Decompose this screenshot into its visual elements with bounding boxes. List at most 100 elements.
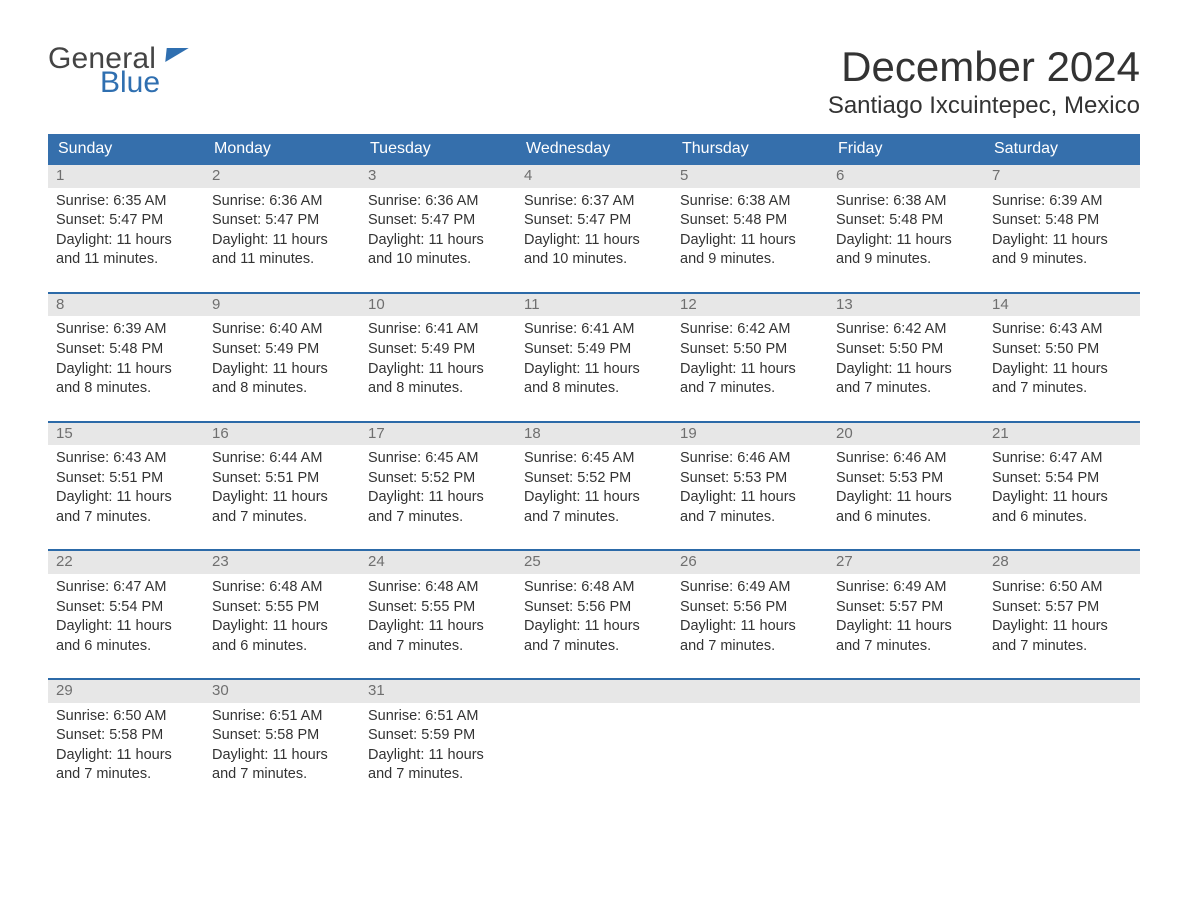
sunset-line: Sunset: 5:58 PM [212, 726, 352, 746]
day-number: 12 [672, 294, 828, 317]
daylight-line: Daylight: 11 hours and 6 minutes. [836, 488, 976, 527]
day-number: 21 [984, 423, 1140, 446]
day-number: 15 [48, 423, 204, 446]
day-number: 9 [204, 294, 360, 317]
daylight-line: Daylight: 11 hours and 8 minutes. [56, 360, 196, 399]
daylight-line: Daylight: 11 hours and 11 minutes. [56, 231, 196, 270]
header: General Blue December 2024 Santiago Ixcu… [48, 44, 1140, 120]
sunset-line: Sunset: 5:53 PM [680, 469, 820, 489]
sunset-line: Sunset: 5:55 PM [212, 598, 352, 618]
daylight-line: Daylight: 11 hours and 7 minutes. [56, 488, 196, 527]
weekday-header: Wednesday [516, 134, 672, 165]
day-number: 31 [360, 680, 516, 703]
sunrise-line: Sunrise: 6:45 AM [368, 449, 508, 469]
daylight-line: Daylight: 11 hours and 7 minutes. [212, 488, 352, 527]
daylight-line: Daylight: 11 hours and 7 minutes. [524, 488, 664, 527]
weekday-header: Thursday [672, 134, 828, 165]
weekday-header: Friday [828, 134, 984, 165]
sunset-line: Sunset: 5:56 PM [524, 598, 664, 618]
day-details: Sunrise: 6:42 AMSunset: 5:50 PMDaylight:… [672, 316, 828, 398]
sunset-line: Sunset: 5:49 PM [368, 340, 508, 360]
daylight-line: Daylight: 11 hours and 6 minutes. [992, 488, 1132, 527]
sunset-line: Sunset: 5:55 PM [368, 598, 508, 618]
day-details: Sunrise: 6:41 AMSunset: 5:49 PMDaylight:… [516, 316, 672, 398]
day-number: 29 [48, 680, 204, 703]
day-details: Sunrise: 6:45 AMSunset: 5:52 PMDaylight:… [360, 445, 516, 527]
sunset-line: Sunset: 5:49 PM [212, 340, 352, 360]
calendar-day-cell: 4Sunrise: 6:37 AMSunset: 5:47 PMDaylight… [516, 165, 672, 293]
sunrise-line: Sunrise: 6:51 AM [368, 707, 508, 727]
sunset-line: Sunset: 5:54 PM [992, 469, 1132, 489]
calendar-day-cell: 14Sunrise: 6:43 AMSunset: 5:50 PMDayligh… [984, 293, 1140, 422]
sunrise-line: Sunrise: 6:43 AM [992, 320, 1132, 340]
sunrise-line: Sunrise: 6:40 AM [212, 320, 352, 340]
day-details: Sunrise: 6:38 AMSunset: 5:48 PMDaylight:… [828, 188, 984, 270]
day-details: Sunrise: 6:36 AMSunset: 5:47 PMDaylight:… [360, 188, 516, 270]
day-details: Sunrise: 6:35 AMSunset: 5:47 PMDaylight:… [48, 188, 204, 270]
calendar-day-cell: 3Sunrise: 6:36 AMSunset: 5:47 PMDaylight… [360, 165, 516, 293]
sunrise-line: Sunrise: 6:44 AM [212, 449, 352, 469]
day-number: 26 [672, 551, 828, 574]
calendar-day-cell: 7Sunrise: 6:39 AMSunset: 5:48 PMDaylight… [984, 165, 1140, 293]
sunrise-line: Sunrise: 6:46 AM [836, 449, 976, 469]
calendar-day-cell: 30Sunrise: 6:51 AMSunset: 5:58 PMDayligh… [204, 679, 360, 807]
day-number: 17 [360, 423, 516, 446]
day-number: 6 [828, 165, 984, 188]
sunset-line: Sunset: 5:49 PM [524, 340, 664, 360]
sunrise-line: Sunrise: 6:38 AM [680, 192, 820, 212]
calendar-day-cell: 16Sunrise: 6:44 AMSunset: 5:51 PMDayligh… [204, 422, 360, 551]
calendar-body: 1Sunrise: 6:35 AMSunset: 5:47 PMDaylight… [48, 165, 1140, 807]
sunset-line: Sunset: 5:47 PM [56, 211, 196, 231]
day-number: 23 [204, 551, 360, 574]
sunrise-line: Sunrise: 6:49 AM [680, 578, 820, 598]
calendar-day-cell [828, 679, 984, 807]
day-number: 8 [48, 294, 204, 317]
day-details: Sunrise: 6:48 AMSunset: 5:55 PMDaylight:… [360, 574, 516, 656]
calendar-day-cell: 8 Sunrise: 6:39 AMSunset: 5:48 PMDaylight… [48, 293, 204, 422]
day-details: Sunrise: 6:51 AMSunset: 5:59 PMDaylight:… [360, 703, 516, 785]
day-number: 16 [204, 423, 360, 446]
day-number: 28 [984, 551, 1140, 574]
calendar-week: 22Sunrise: 6:47 AMSunset: 5:54 PMDayligh… [48, 550, 1140, 679]
calendar-day-cell: 23Sunrise: 6:48 AMSunset: 5:55 PMDayligh… [204, 550, 360, 679]
day-number: 14 [984, 294, 1140, 317]
brand-logo: General Blue [48, 44, 188, 98]
day-number: 3 [360, 165, 516, 188]
calendar-day-cell: 17Sunrise: 6:45 AMSunset: 5:52 PMDayligh… [360, 422, 516, 551]
daylight-line: Daylight: 11 hours and 7 minutes. [368, 746, 508, 785]
calendar-day-cell: 27Sunrise: 6:49 AMSunset: 5:57 PMDayligh… [828, 550, 984, 679]
calendar-table: SundayMondayTuesdayWednesdayThursdayFrid… [48, 134, 1140, 807]
sunrise-line: Sunrise: 6:49 AM [836, 578, 976, 598]
day-number: 27 [828, 551, 984, 574]
sunrise-line: Sunrise: 6:39 AM [56, 320, 196, 340]
calendar-day-cell [672, 679, 828, 807]
sunset-line: Sunset: 5:59 PM [368, 726, 508, 746]
daylight-line: Daylight: 11 hours and 11 minutes. [212, 231, 352, 270]
daylight-line: Daylight: 11 hours and 9 minutes. [992, 231, 1132, 270]
daylight-line: Daylight: 11 hours and 8 minutes. [212, 360, 352, 399]
calendar-day-cell: 26Sunrise: 6:49 AMSunset: 5:56 PMDayligh… [672, 550, 828, 679]
daylight-line: Daylight: 11 hours and 10 minutes. [368, 231, 508, 270]
day-details: Sunrise: 6:44 AMSunset: 5:51 PMDaylight:… [204, 445, 360, 527]
day-number: 5 [672, 165, 828, 188]
daylight-line: Daylight: 11 hours and 7 minutes. [368, 488, 508, 527]
day-number: 18 [516, 423, 672, 446]
day-number: 30 [204, 680, 360, 703]
calendar-day-cell: 10Sunrise: 6:41 AMSunset: 5:49 PMDayligh… [360, 293, 516, 422]
day-number: 2 [204, 165, 360, 188]
brand-logo-icon [165, 48, 188, 62]
daylight-line: Daylight: 11 hours and 7 minutes. [56, 746, 196, 785]
sunset-line: Sunset: 5:53 PM [836, 469, 976, 489]
day-details: Sunrise: 6:37 AMSunset: 5:47 PMDaylight:… [516, 188, 672, 270]
day-details: Sunrise: 6:43 AMSunset: 5:50 PMDaylight:… [984, 316, 1140, 398]
calendar-day-cell: 19Sunrise: 6:46 AMSunset: 5:53 PMDayligh… [672, 422, 828, 551]
sunset-line: Sunset: 5:48 PM [56, 340, 196, 360]
daylight-line: Daylight: 11 hours and 6 minutes. [212, 617, 352, 656]
day-details: Sunrise: 6:45 AMSunset: 5:52 PMDaylight:… [516, 445, 672, 527]
calendar-day-cell: 15Sunrise: 6:43 AMSunset: 5:51 PMDayligh… [48, 422, 204, 551]
calendar-day-cell: 6Sunrise: 6:38 AMSunset: 5:48 PMDaylight… [828, 165, 984, 293]
weekday-header: Monday [204, 134, 360, 165]
day-details: Sunrise: 6:48 AMSunset: 5:56 PMDaylight:… [516, 574, 672, 656]
sunrise-line: Sunrise: 6:41 AM [524, 320, 664, 340]
calendar-day-cell [516, 679, 672, 807]
